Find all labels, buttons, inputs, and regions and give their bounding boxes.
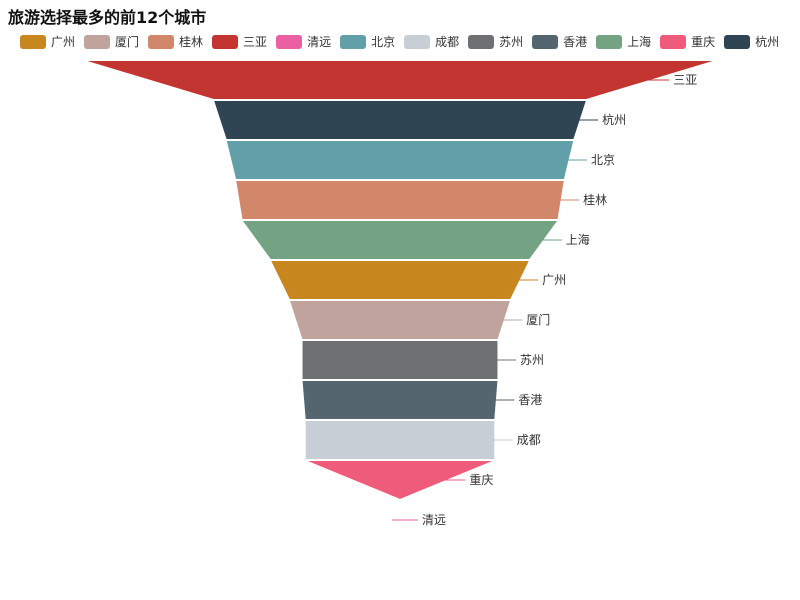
legend-item[interactable]: 苏州 (468, 33, 523, 50)
legend-swatch (724, 34, 751, 49)
legend-item[interactable]: 重庆 (660, 33, 715, 50)
funnel-segment[interactable] (225, 140, 575, 180)
legend-label: 三亚 (243, 35, 268, 49)
legend-item[interactable]: 清远 (276, 33, 331, 50)
legend-swatch (276, 34, 303, 49)
funnel-segment[interactable] (301, 340, 499, 380)
segment-label: 三亚 (673, 73, 697, 87)
legend-label: 香港 (563, 35, 588, 49)
legend-item[interactable]: 广州 (20, 33, 75, 50)
legend-label: 苏州 (499, 35, 524, 49)
legend-label: 厦门 (115, 35, 140, 49)
segment-label: 香港 (518, 393, 542, 407)
legend-swatch (596, 34, 623, 49)
segment-label: 广州 (542, 273, 566, 287)
legend-swatch (340, 34, 367, 49)
legend-swatch (212, 34, 239, 49)
legend-item[interactable]: 北京 (340, 33, 395, 50)
segment-label: 北京 (591, 153, 615, 167)
funnel-segment[interactable] (83, 60, 717, 100)
funnel-segment[interactable] (212, 100, 588, 140)
segment-label: 清远 (422, 513, 446, 527)
legend-item[interactable]: 成都 (404, 33, 459, 50)
legend-item[interactable]: 厦门 (84, 33, 139, 50)
legend-label: 成都 (435, 35, 460, 49)
chart-legend: 广州 厦门 桂林 三亚 清远 北京 成都 苏州 香港 上海 重庆 杭州 (20, 33, 790, 50)
legend-item[interactable]: 香港 (532, 33, 587, 50)
funnel-segment[interactable] (305, 460, 495, 501)
funnel-segment[interactable] (301, 380, 499, 420)
legend-item[interactable]: 桂林 (148, 33, 203, 50)
segment-label: 成都 (517, 433, 541, 447)
legend-item[interactable]: 杭州 (724, 33, 779, 50)
legend-label: 桂林 (179, 35, 204, 49)
segment-label: 重庆 (469, 473, 493, 487)
segment-label: 上海 (566, 232, 590, 247)
legend-label: 重庆 (691, 35, 716, 49)
legend-swatch (468, 34, 495, 49)
funnel-segment[interactable] (304, 420, 496, 460)
legend-swatch (404, 34, 431, 49)
legend-swatch (660, 34, 687, 49)
legend-swatch (148, 34, 175, 49)
funnel-segment[interactable] (241, 220, 559, 260)
legend-label: 上海 (627, 35, 652, 49)
chart-title: 旅游选择最多的前12个城市 (8, 8, 207, 27)
legend-swatch (532, 34, 559, 49)
legend-label: 北京 (371, 35, 396, 49)
legend-item[interactable]: 上海 (596, 33, 651, 50)
segment-label: 苏州 (520, 353, 544, 367)
segment-label: 厦门 (526, 312, 550, 327)
legend-label: 杭州 (755, 35, 780, 49)
funnel-segment[interactable] (269, 260, 531, 300)
funnel-segment[interactable] (288, 300, 512, 340)
legend-swatch (84, 34, 111, 49)
funnel-segment[interactable] (235, 180, 565, 220)
segment-label: 杭州 (602, 112, 626, 127)
legend-swatch (20, 34, 46, 49)
segment-label: 桂林 (583, 192, 607, 207)
legend-label: 清远 (307, 35, 332, 49)
legend-item[interactable]: 三亚 (212, 33, 267, 50)
legend-label: 广州 (51, 35, 76, 49)
